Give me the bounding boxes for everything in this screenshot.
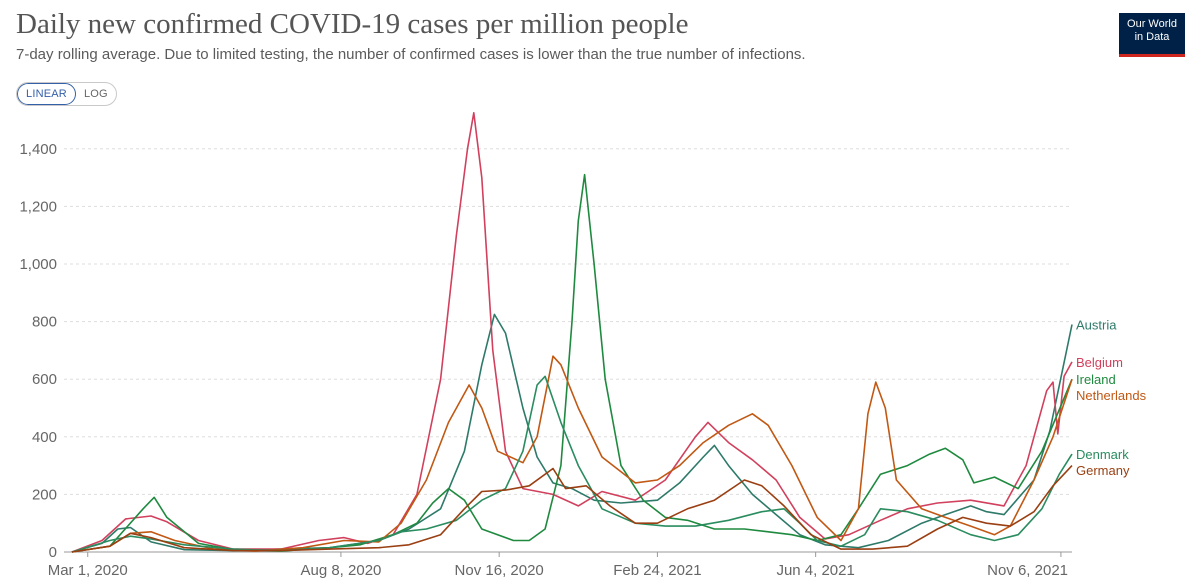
logo-line-1: Our World	[1127, 18, 1177, 30]
owid-logo[interactable]: Our World in Data	[1119, 13, 1185, 57]
series-line-germany	[71, 465, 1073, 553]
y-tick-label: 800	[32, 314, 57, 331]
x-tick-label: Nov 6, 2021	[987, 562, 1068, 579]
legend-label-denmark: Denmark	[1076, 447, 1129, 462]
y-tick-label: 600	[32, 371, 57, 388]
x-tick-label: Jun 4, 2021	[776, 562, 854, 579]
linear-scale-button[interactable]: LINEAR	[17, 83, 76, 105]
series-lines	[71, 112, 1073, 553]
legend-label-austria: Austria	[1076, 317, 1117, 332]
y-tick-label: 1,400	[19, 141, 57, 158]
x-axis: Mar 1, 2020 Aug 8, 2020 Nov 16, 2020 Feb 24…	[48, 552, 1068, 579]
log-scale-button[interactable]: LOG	[83, 88, 108, 100]
series-line-netherlands	[71, 355, 1073, 553]
logo-line-2: in Data	[1134, 31, 1170, 43]
legend-label-belgium: Belgium	[1076, 355, 1123, 370]
x-tick-label: Feb 24, 2021	[613, 562, 701, 579]
y-tick-label: 1,200	[19, 198, 57, 215]
y-tick-label: 1,000	[19, 256, 57, 273]
legend-label-netherlands: Netherlands	[1076, 388, 1147, 403]
grid-lines	[64, 148, 1072, 553]
series-line-denmark	[71, 375, 1073, 553]
y-axis-ticks: 0 200 400 600 800 1,000 1,200 1,400	[19, 141, 57, 561]
series-line-ireland	[71, 173, 1073, 553]
x-tick-label: Mar 1, 2020	[48, 562, 128, 579]
scale-toggle: LINEAR LOG	[16, 82, 117, 106]
y-tick-label: 0	[49, 544, 57, 561]
series-line-belgium	[71, 112, 1073, 553]
legend-label-germany: Germany	[1076, 463, 1130, 478]
x-tick-label: Nov 16, 2020	[455, 562, 544, 579]
chart-title: Daily new confirmed COVID-19 cases per m…	[16, 8, 689, 40]
x-tick-label: Aug 8, 2020	[300, 562, 381, 579]
y-tick-label: 400	[32, 429, 57, 446]
legend-label-ireland: Ireland	[1076, 372, 1116, 387]
chart-subtitle: 7-day rolling average. Due to limited te…	[16, 46, 806, 63]
y-tick-label: 200	[32, 486, 57, 503]
